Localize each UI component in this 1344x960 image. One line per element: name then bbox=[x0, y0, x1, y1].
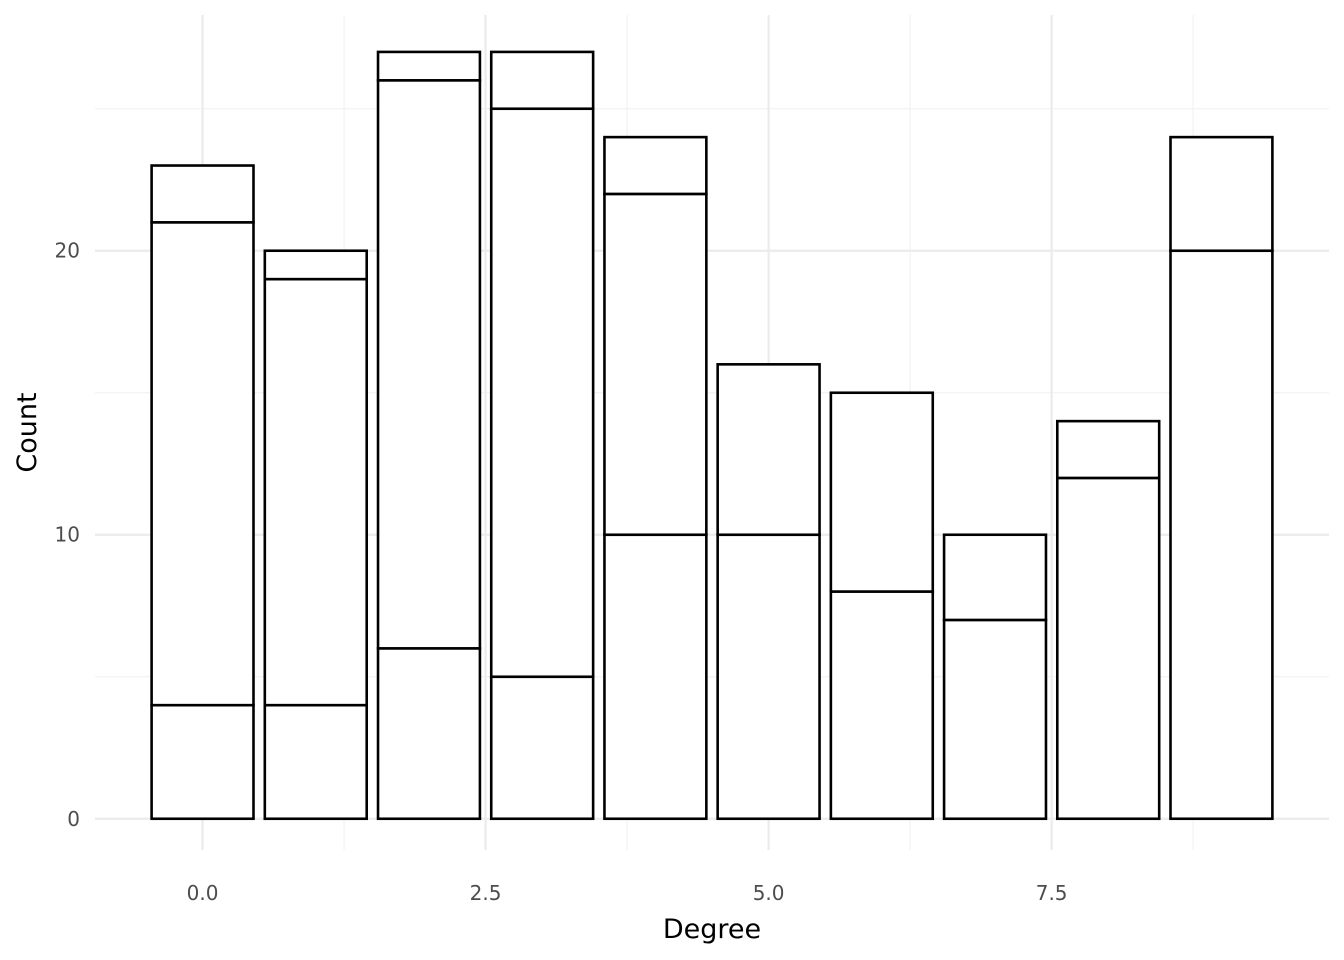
bar-segment bbox=[489, 675, 595, 821]
bar-segment bbox=[716, 363, 821, 537]
y-tick-label: 20 bbox=[55, 239, 80, 263]
x-tick-label: 0.0 bbox=[187, 881, 219, 905]
bar-segment bbox=[263, 249, 369, 281]
bar-segment bbox=[716, 533, 821, 821]
y-tick-label: 10 bbox=[55, 523, 80, 547]
bar-segment bbox=[1169, 135, 1274, 253]
bar-segment bbox=[942, 618, 1048, 821]
bar-stack bbox=[1169, 135, 1274, 821]
bar-segment bbox=[1055, 419, 1161, 480]
bar-segment bbox=[263, 703, 369, 821]
bar-stack bbox=[263, 249, 369, 821]
bar-segment bbox=[263, 277, 369, 707]
bar-stack bbox=[829, 391, 935, 821]
bar-segment bbox=[603, 533, 708, 821]
y-axis-title: Count bbox=[12, 392, 43, 472]
bar-segment bbox=[489, 107, 595, 679]
x-tick-label: 2.5 bbox=[470, 881, 502, 905]
bar-stack bbox=[150, 164, 255, 821]
bar-stack bbox=[1055, 419, 1161, 821]
bar-segment bbox=[603, 135, 708, 196]
bar-segment bbox=[150, 703, 255, 821]
bar-segment bbox=[150, 164, 255, 224]
tick-labels: 0.0 2.5 5.0 7.5 0 10 20 bbox=[55, 239, 1068, 905]
x-tick-label: 5.0 bbox=[753, 881, 785, 905]
y-tick-label: 0 bbox=[67, 807, 80, 831]
bar-segment bbox=[489, 50, 595, 111]
bar-segment bbox=[942, 533, 1048, 622]
bars bbox=[150, 50, 1274, 821]
bar-segment bbox=[1055, 476, 1161, 821]
bar-segment bbox=[376, 647, 482, 821]
bar-segment bbox=[376, 79, 482, 650]
bar-stack bbox=[489, 50, 595, 821]
bar-segment bbox=[376, 50, 482, 82]
bar-stack bbox=[716, 363, 821, 821]
bar-stack bbox=[942, 533, 1048, 821]
x-tick-label: 7.5 bbox=[1036, 881, 1068, 905]
bar-segment bbox=[829, 391, 935, 593]
bar-segment bbox=[1169, 249, 1274, 821]
bar-segment bbox=[150, 221, 255, 707]
bar-segment bbox=[829, 590, 935, 821]
bar-stack bbox=[376, 50, 482, 821]
x-axis-title: Degree bbox=[663, 914, 761, 945]
bar-stack bbox=[603, 135, 708, 821]
bar-segment bbox=[603, 192, 708, 537]
